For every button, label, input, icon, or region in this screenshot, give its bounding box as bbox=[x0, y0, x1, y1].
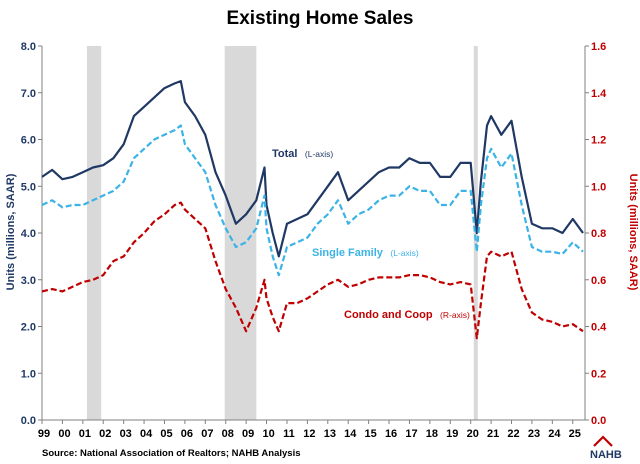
y-tick-label-right: 0.4 bbox=[591, 322, 607, 334]
y-tick-label-left: 0.0 bbox=[21, 415, 36, 427]
axes: 0.0 1.0 2.0 3.0 4.0 5.0 6.0 7.0 8.0 0.0 0.2 0.4 0.6 0… bbox=[21, 41, 607, 440]
x-tick-label: 23 bbox=[528, 428, 540, 440]
y-tick-label-right: 0.0 bbox=[591, 415, 606, 427]
x-tick-label: 19 bbox=[446, 428, 458, 440]
logo-text: NAHB bbox=[590, 449, 622, 461]
y-tick-label-right: 0.8 bbox=[591, 228, 606, 240]
series-lines bbox=[41, 79, 584, 340]
x-tick-label: 12 bbox=[303, 428, 315, 440]
x-tick-label: 21 bbox=[487, 428, 499, 440]
series-line-single-family bbox=[41, 124, 584, 277]
y-tick-label-right: 1.0 bbox=[591, 181, 606, 193]
y-tick-label-left: 8.0 bbox=[21, 41, 36, 53]
x-tick-label: 07 bbox=[201, 428, 213, 440]
y-tick-label-right: 0.6 bbox=[591, 275, 606, 287]
x-tick-label: 99 bbox=[38, 428, 50, 440]
x-tick-label: 22 bbox=[507, 428, 519, 440]
annotation-condo-coop: Condo and Coop (R-axis) bbox=[344, 305, 470, 322]
x-tick-label: 24 bbox=[548, 428, 561, 440]
x-tick-label: 09 bbox=[242, 428, 254, 440]
x-tick-label: 25 bbox=[569, 428, 581, 440]
x-tick-label: 00 bbox=[58, 428, 70, 440]
chart-title: Existing Home Sales bbox=[227, 8, 414, 29]
x-tick-label: 08 bbox=[222, 428, 234, 440]
x-tick-label: 13 bbox=[324, 428, 336, 440]
y-tick-label-right: 1.2 bbox=[591, 135, 606, 147]
annotation-total: Total (L-axis) bbox=[272, 144, 333, 161]
y-tick-label-left: 4.0 bbox=[21, 228, 36, 240]
y-tick-label-left: 2.0 bbox=[21, 322, 36, 334]
annotation-single-family-axis: (L-axis) bbox=[390, 248, 419, 258]
y-tick-label-right: 0.2 bbox=[591, 368, 606, 380]
y-tick-label-right: 1.4 bbox=[591, 88, 607, 100]
annotation-single-family: Single Family (L-axis) bbox=[312, 243, 419, 260]
annotation-single-family-name: Single Family bbox=[312, 247, 384, 259]
y-tick-label-left: 1.0 bbox=[21, 368, 36, 380]
x-tick-label: 05 bbox=[160, 428, 172, 440]
source-note: Source: National Association of Realtors… bbox=[42, 448, 301, 459]
x-tick-label: 10 bbox=[262, 428, 274, 440]
series-line-condo-and-coop bbox=[41, 201, 584, 340]
x-tick-label: 14 bbox=[344, 428, 357, 440]
y-tick-label-left: 7.0 bbox=[21, 88, 36, 100]
y-tick-label-left: 3.0 bbox=[21, 275, 36, 287]
x-tick-label: 06 bbox=[181, 428, 193, 440]
annotation-condo-coop-axis: (R-axis) bbox=[440, 310, 470, 320]
x-tick-label: 17 bbox=[405, 428, 417, 440]
annotation-total-name: Total bbox=[272, 148, 297, 160]
y-tick-label-left: 6.0 bbox=[21, 135, 36, 147]
annotation-total-axis: (L-axis) bbox=[305, 149, 334, 159]
x-tick-label: 20 bbox=[467, 428, 479, 440]
recession-band bbox=[86, 46, 102, 420]
x-tick-label: 01 bbox=[79, 428, 91, 440]
x-tick-label: 03 bbox=[120, 428, 132, 440]
house-roof-icon bbox=[593, 435, 613, 447]
x-tick-label: 04 bbox=[140, 428, 153, 440]
recession-band bbox=[224, 46, 257, 420]
y-tick-label-left: 5.0 bbox=[21, 181, 36, 193]
nahb-logo: NAHB bbox=[590, 435, 622, 461]
x-tick-label: 18 bbox=[426, 428, 438, 440]
series-line-total bbox=[41, 79, 584, 258]
annotation-condo-coop-name: Condo and Coop bbox=[344, 309, 433, 321]
y-axis-left-label: Units (millions, SAAR) bbox=[5, 173, 17, 290]
x-tick-label: 11 bbox=[283, 428, 295, 440]
x-tick-label: 15 bbox=[365, 428, 377, 440]
y-axis-right-label: Units (millions, SAAR) bbox=[627, 174, 639, 291]
y-tick-label-right: 1.6 bbox=[591, 41, 606, 53]
x-tick-label: 16 bbox=[385, 428, 397, 440]
x-tick-label: 02 bbox=[99, 428, 111, 440]
recession-bands bbox=[86, 46, 478, 420]
